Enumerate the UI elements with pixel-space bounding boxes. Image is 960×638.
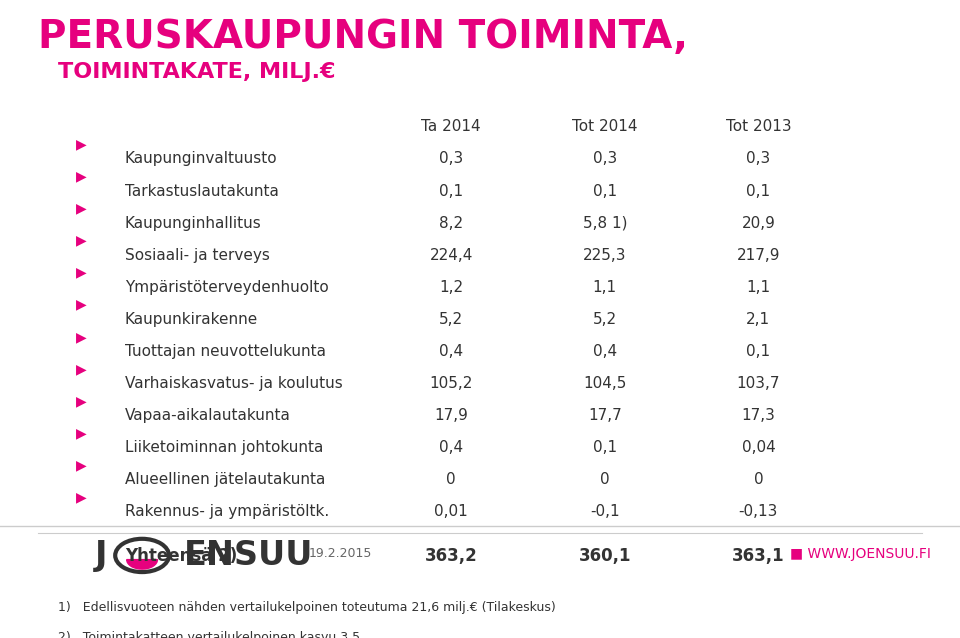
Text: 1,1: 1,1 [592, 280, 617, 295]
Text: 1,2: 1,2 [439, 280, 464, 295]
Text: 224,4: 224,4 [429, 248, 473, 263]
Text: 17,7: 17,7 [588, 408, 622, 423]
Text: ▶: ▶ [76, 265, 87, 279]
Text: 19.2.2015: 19.2.2015 [309, 547, 372, 560]
Text: 0,3: 0,3 [592, 151, 617, 167]
Text: 0,4: 0,4 [592, 344, 617, 359]
Text: TOIMINTAKATE, MILJ.€: TOIMINTAKATE, MILJ.€ [58, 63, 335, 82]
Text: 360,1: 360,1 [579, 547, 631, 565]
Text: ▶: ▶ [76, 330, 87, 344]
Text: ▶: ▶ [76, 394, 87, 408]
Text: Tot 2013: Tot 2013 [726, 119, 791, 134]
Text: 0: 0 [754, 472, 763, 487]
Text: 1)   Edellisvuoteen nähden vertailukelpoinen toteutuma 21,6 milj.€ (Tilakeskus): 1) Edellisvuoteen nähden vertailukelpoin… [58, 600, 555, 614]
Text: 17,3: 17,3 [741, 408, 776, 423]
Text: 0,1: 0,1 [592, 440, 617, 455]
Text: 1,1: 1,1 [746, 280, 771, 295]
Text: 0,4: 0,4 [439, 440, 464, 455]
Text: 2,1: 2,1 [746, 312, 771, 327]
Text: ■ WWW.JOENSUU.FI: ■ WWW.JOENSUU.FI [790, 547, 931, 561]
Text: ▶: ▶ [76, 458, 87, 472]
Text: ▶: ▶ [76, 298, 87, 312]
Text: 0,3: 0,3 [439, 151, 464, 167]
Text: Liiketoiminnan johtokunta: Liiketoiminnan johtokunta [125, 440, 324, 455]
Text: ▶: ▶ [76, 234, 87, 248]
Text: 0: 0 [446, 472, 456, 487]
Text: Varhaiskasvatus- ja koulutus: Varhaiskasvatus- ja koulutus [125, 376, 343, 391]
Text: Rakennus- ja ympäristöltk.: Rakennus- ja ympäristöltk. [125, 505, 329, 519]
Text: ENSUU: ENSUU [184, 539, 314, 572]
Text: 0: 0 [600, 472, 610, 487]
Text: Ta 2014: Ta 2014 [421, 119, 481, 134]
Text: 5,2: 5,2 [592, 312, 617, 327]
Text: Tuottajan neuvottelukunta: Tuottajan neuvottelukunta [125, 344, 325, 359]
Text: 0,01: 0,01 [434, 505, 468, 519]
Text: 0,1: 0,1 [746, 344, 771, 359]
Text: Kaupunkirakenne: Kaupunkirakenne [125, 312, 258, 327]
Text: ▶: ▶ [76, 426, 87, 440]
Text: 104,5: 104,5 [583, 376, 627, 391]
Text: 0,1: 0,1 [439, 184, 464, 198]
Text: 5,2: 5,2 [439, 312, 464, 327]
Text: ▶: ▶ [76, 490, 87, 504]
Text: Kaupunginvaltuusto: Kaupunginvaltuusto [125, 151, 277, 167]
Text: 8,2: 8,2 [439, 216, 464, 231]
Text: Tot 2014: Tot 2014 [572, 119, 637, 134]
Text: 0,3: 0,3 [746, 151, 771, 167]
Text: Tarkastuslautakunta: Tarkastuslautakunta [125, 184, 278, 198]
Text: Alueellinen jätelautakunta: Alueellinen jätelautakunta [125, 472, 325, 487]
Text: ▶: ▶ [76, 137, 87, 151]
Text: 0,04: 0,04 [741, 440, 776, 455]
Text: Kaupunginhallitus: Kaupunginhallitus [125, 216, 261, 231]
Text: ▶: ▶ [76, 170, 87, 184]
Text: -0,13: -0,13 [738, 505, 779, 519]
Text: 363,2: 363,2 [425, 547, 477, 565]
Text: ▶: ▶ [76, 202, 87, 216]
Text: ▶: ▶ [76, 362, 87, 376]
Text: 0,4: 0,4 [439, 344, 464, 359]
Text: 217,9: 217,9 [736, 248, 780, 263]
Text: J: J [94, 539, 108, 572]
Text: 5,8 1): 5,8 1) [583, 216, 627, 231]
Text: Ympäristöterveydenhuolto: Ympäristöterveydenhuolto [125, 280, 328, 295]
Text: 0,1: 0,1 [592, 184, 617, 198]
Text: Vapaa-aikalautakunta: Vapaa-aikalautakunta [125, 408, 291, 423]
Text: Sosiaali- ja terveys: Sosiaali- ja terveys [125, 248, 270, 263]
Text: 105,2: 105,2 [429, 376, 473, 391]
Text: 0,1: 0,1 [746, 184, 771, 198]
Text: 2)   Toimintakatteen vertailukelpoinen kasvu 3,5: 2) Toimintakatteen vertailukelpoinen kas… [58, 632, 360, 638]
Text: 17,9: 17,9 [434, 408, 468, 423]
Text: PERUSKAUPUNGIN TOIMINTA,: PERUSKAUPUNGIN TOIMINTA, [38, 18, 688, 56]
Text: -0,1: -0,1 [590, 505, 619, 519]
Text: 225,3: 225,3 [583, 248, 627, 263]
Wedge shape [127, 560, 157, 569]
Text: 363,1: 363,1 [732, 547, 784, 565]
Text: 103,7: 103,7 [736, 376, 780, 391]
Text: 20,9: 20,9 [741, 216, 776, 231]
Text: Yhteensä 2): Yhteensä 2) [125, 547, 237, 565]
